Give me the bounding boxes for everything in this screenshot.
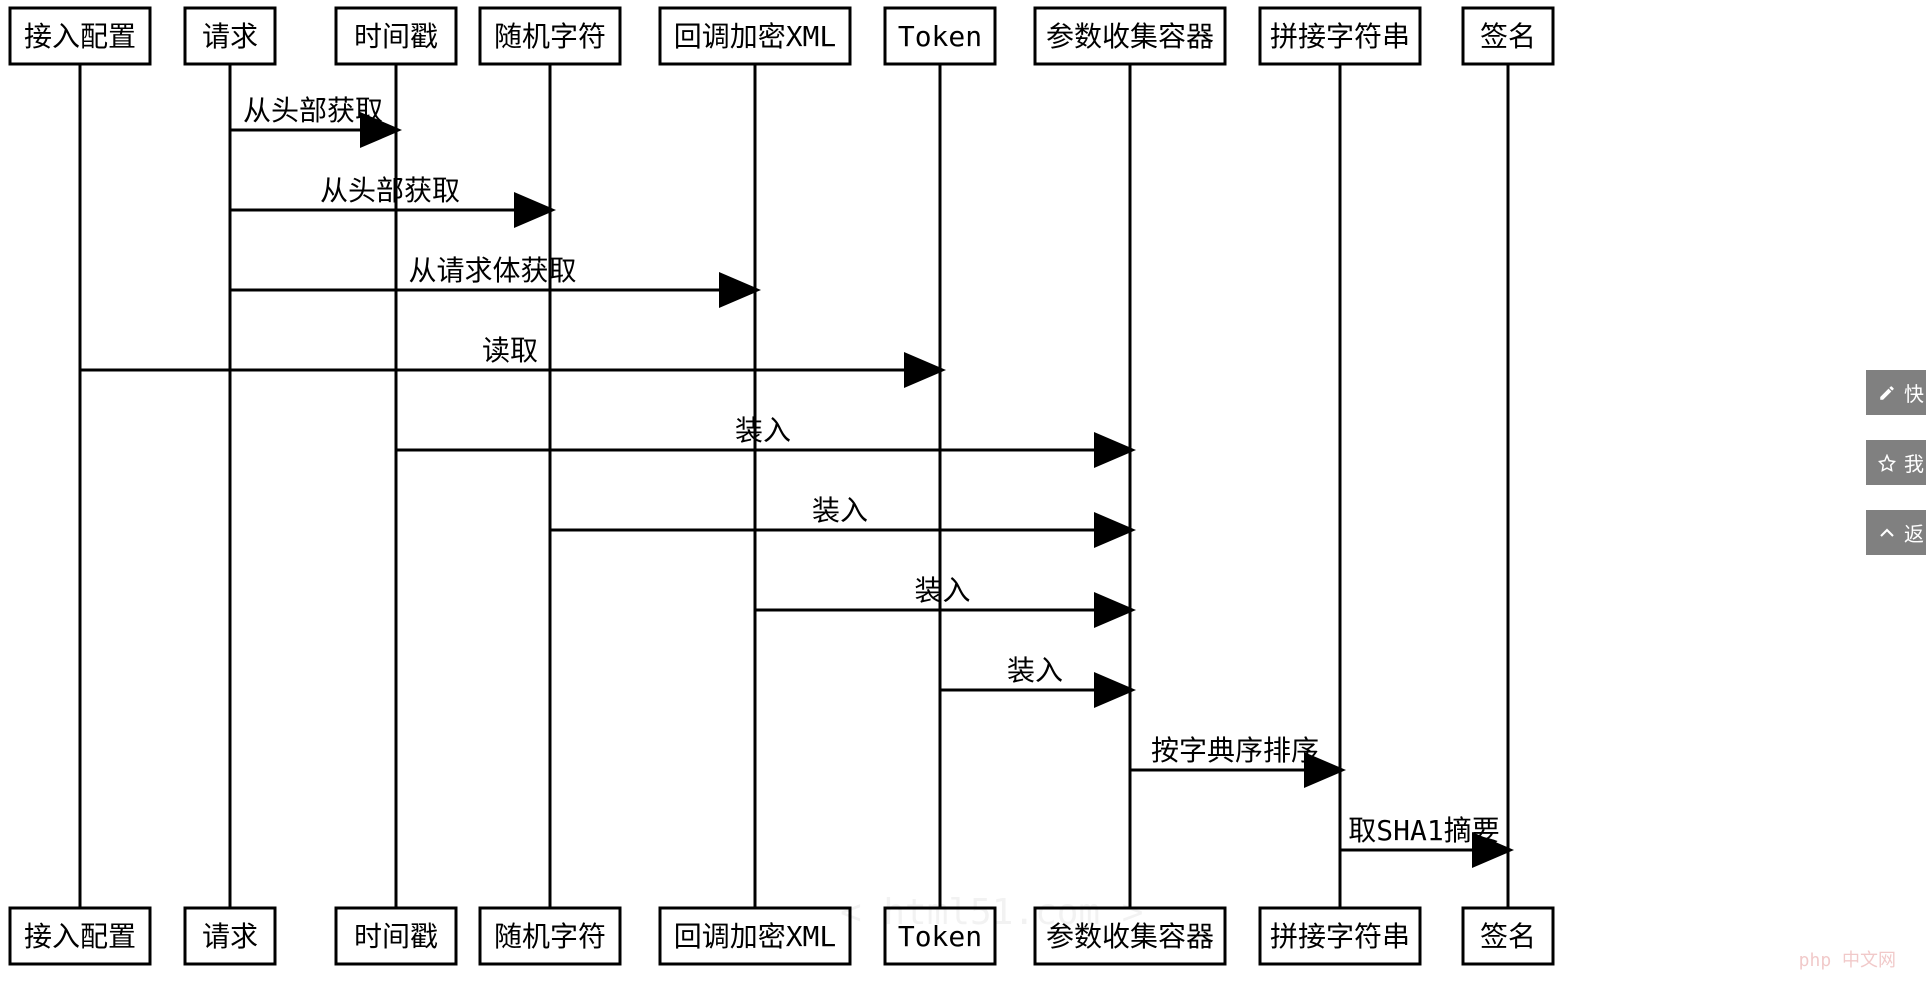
participant-label: 回调加密XML <box>674 20 837 53</box>
message-label: 装入 <box>812 494 868 527</box>
star-icon <box>1878 454 1896 472</box>
message-label: 装入 <box>1007 654 1063 687</box>
side-button-label: 我 <box>1904 448 1924 477</box>
chevron-up-icon <box>1878 524 1896 542</box>
participant-label: 时间戳 <box>354 20 438 53</box>
participant-label: 拼接字符串 <box>1270 920 1410 953</box>
sequence-diagram: 从头部获取从头部获取从请求体获取读取装入装入装入装入按字典序排序取SHA1摘要 … <box>0 0 1926 982</box>
participant-label: 随机字符 <box>494 920 606 953</box>
participant-label: 签名 <box>1480 20 1536 53</box>
message-label: 装入 <box>735 414 791 447</box>
message-label: 读取 <box>482 334 538 367</box>
message-label: 从头部获取 <box>320 174 460 207</box>
participant-label: Token <box>898 920 982 953</box>
message-label: 按字典序排序 <box>1151 734 1319 767</box>
participant-label: 签名 <box>1480 920 1536 953</box>
side-button-fav[interactable]: 我 <box>1866 440 1926 485</box>
side-button-quick[interactable]: 快 <box>1866 370 1926 415</box>
message-label: 从请求体获取 <box>408 254 576 287</box>
participant-label: 接入配置 <box>24 920 136 953</box>
participant-label: 随机字符 <box>494 20 606 53</box>
message-label: 装入 <box>914 574 970 607</box>
participant-label: Token <box>898 20 982 53</box>
participant-label: 接入配置 <box>24 20 136 53</box>
participant-label: 参数收集容器 <box>1046 920 1214 953</box>
message-label: 从头部获取 <box>243 94 383 127</box>
side-button-label: 返 <box>1904 518 1924 547</box>
participant-label: 回调加密XML <box>674 920 837 953</box>
side-button-back[interactable]: 返 <box>1866 510 1926 555</box>
participant-label: 请求 <box>202 920 258 953</box>
participant-label: 参数收集容器 <box>1046 20 1214 53</box>
participant-label: 时间戳 <box>354 920 438 953</box>
participant-label: 请求 <box>202 20 258 53</box>
participant-label: 拼接字符串 <box>1270 20 1410 53</box>
side-button-label: 快 <box>1904 378 1924 407</box>
message-label: 取SHA1摘要 <box>1348 814 1499 847</box>
pencil-icon <box>1878 384 1896 402</box>
